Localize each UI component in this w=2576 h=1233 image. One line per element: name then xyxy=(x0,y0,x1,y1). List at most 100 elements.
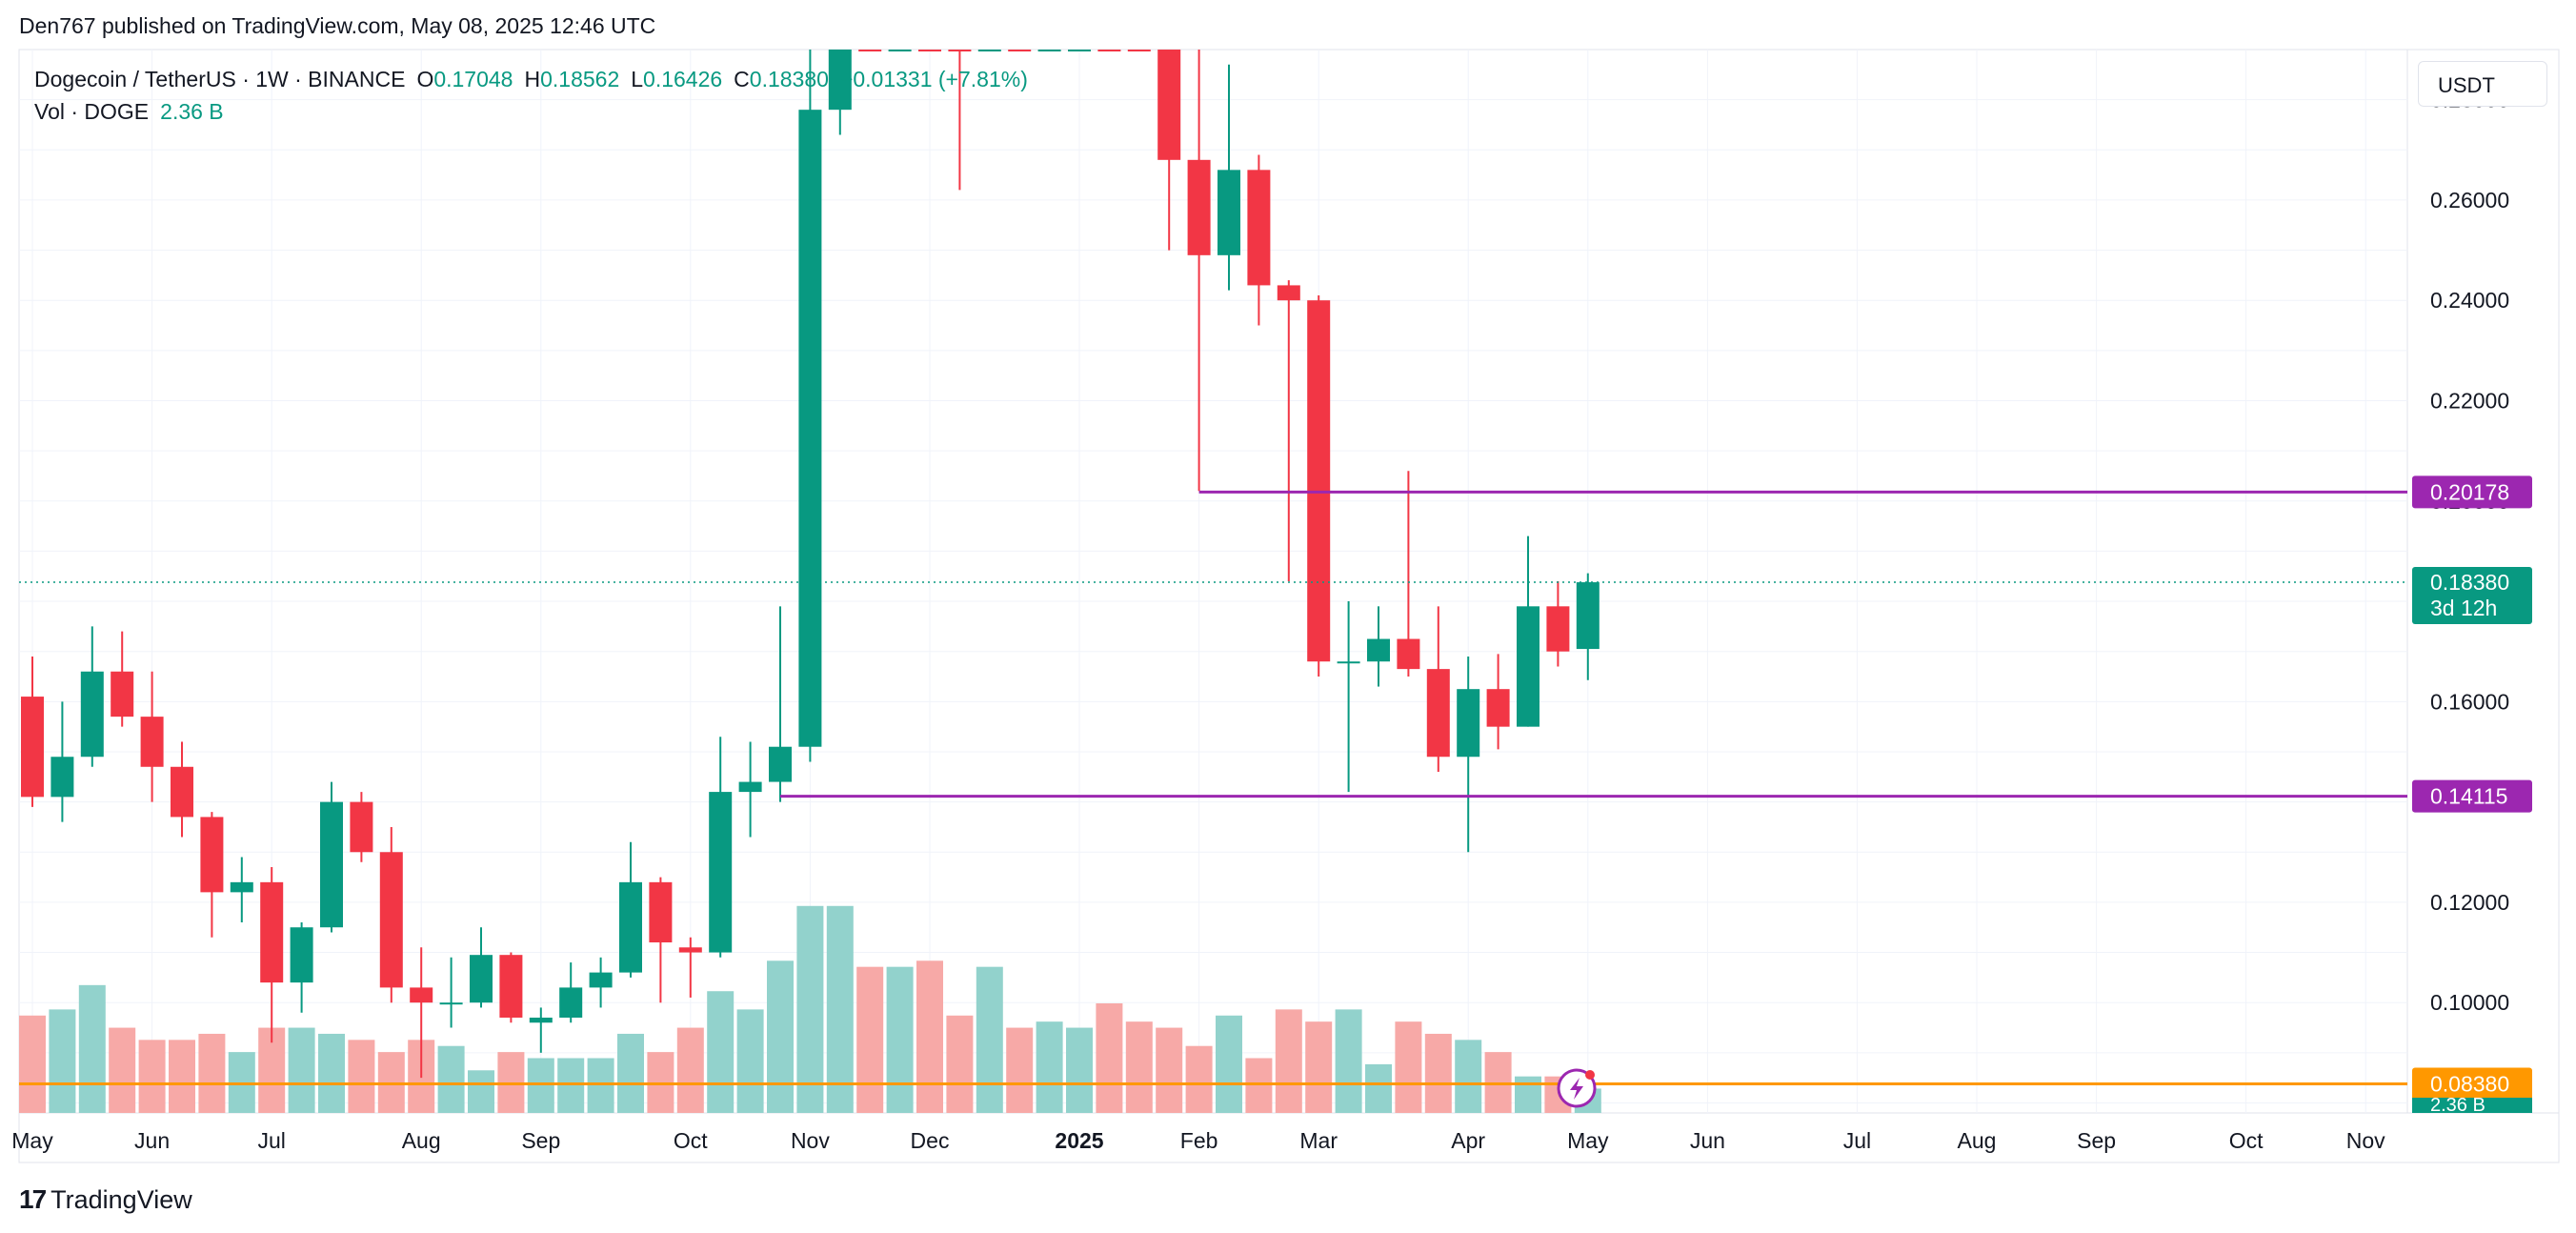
candle-body xyxy=(260,881,284,983)
tradingview-logo[interactable]: 17 TradingView xyxy=(19,1184,192,1215)
price-tick-label: 0.26000 xyxy=(2430,188,2509,212)
time-tick-label: Mar xyxy=(1299,1128,1338,1153)
volume-legend: Vol · DOGE 2.36 B xyxy=(34,99,224,125)
time-tick-label: Sep xyxy=(521,1128,560,1153)
volume-bar xyxy=(826,905,854,1113)
level-price-badge xyxy=(2412,1067,2532,1101)
volume-bar xyxy=(109,1027,136,1113)
volume-bar xyxy=(1275,1009,1302,1113)
volume-bar xyxy=(916,960,943,1113)
open-label: O xyxy=(416,67,434,91)
volume-bar xyxy=(1424,1033,1452,1113)
volume-bar xyxy=(1096,1003,1123,1113)
volume-bar xyxy=(1156,1027,1183,1113)
volume-bar xyxy=(976,966,1003,1113)
volume-bar xyxy=(1185,1045,1213,1113)
candle-body xyxy=(111,671,134,718)
candle-body xyxy=(678,947,702,953)
last-price-badge xyxy=(2412,567,2532,625)
candle-body xyxy=(1277,285,1300,301)
volume-bar xyxy=(1395,1021,1422,1113)
time-tick-label: Aug xyxy=(1958,1128,1997,1153)
volume-bar xyxy=(1125,1021,1153,1113)
ohlc-legend: Dogecoin / TetherUS · 1W · BINANCE O0.170… xyxy=(34,67,1028,92)
time-tick-label: Apr xyxy=(1451,1128,1485,1153)
low-label: L xyxy=(631,67,644,91)
volume-layer xyxy=(19,905,1601,1113)
volume-bar xyxy=(78,984,106,1113)
time-axis: May Jun Jul Aug Sep Oct Nov Dec 2025 Feb Mar Apr May… xyxy=(11,1128,2385,1153)
volume-bar xyxy=(1515,1076,1541,1113)
high-label: H xyxy=(524,67,541,91)
volume-bar xyxy=(1365,1063,1392,1113)
volume-bar xyxy=(1455,1040,1482,1113)
candle-body xyxy=(589,972,613,988)
volume-bar xyxy=(138,1040,166,1113)
candle-body xyxy=(1247,170,1271,286)
volume-badge xyxy=(2412,1098,2532,1113)
candle-body xyxy=(1218,170,1240,255)
volume-bar xyxy=(1335,1009,1362,1113)
time-tick-label: Oct xyxy=(2229,1128,2264,1153)
candle-body xyxy=(171,766,193,818)
candle-body xyxy=(140,717,164,767)
time-tick-label: Oct xyxy=(674,1128,708,1153)
volume-bar xyxy=(19,1015,46,1113)
time-tick-label: 2025 xyxy=(1055,1128,1103,1153)
time-tick-label: Aug xyxy=(402,1128,441,1153)
candle-body xyxy=(1337,661,1360,664)
candle-body xyxy=(858,50,882,51)
price-tick-label: 0.24000 xyxy=(2430,288,2509,313)
candle-body xyxy=(1037,50,1061,51)
candle-body xyxy=(1576,582,1600,650)
candle-body xyxy=(709,792,733,953)
volume-bar xyxy=(198,1033,226,1113)
price-tick-label: 0.10000 xyxy=(2430,990,2509,1015)
candle-body xyxy=(559,987,583,1018)
time-tick-label: Jul xyxy=(1843,1128,1871,1153)
price-tick-label: 0.16000 xyxy=(2430,689,2509,714)
volume-bar xyxy=(49,1009,76,1113)
candle-body xyxy=(529,1017,553,1023)
volume-badge-label: 2.36 B xyxy=(2430,1095,2485,1116)
candle-body xyxy=(350,801,373,853)
candle-body xyxy=(21,697,44,798)
candle-body xyxy=(470,955,493,1003)
volume-bar xyxy=(288,1027,315,1113)
volume-bar xyxy=(676,1027,704,1113)
volume-label[interactable]: Vol · DOGE xyxy=(34,99,150,124)
volume-bar xyxy=(707,991,735,1113)
candle-body xyxy=(499,955,523,1018)
candle-body xyxy=(439,1002,463,1005)
volume-bar xyxy=(557,1058,585,1113)
candle-body xyxy=(50,757,74,798)
level-price-label: 0.08380 xyxy=(2430,1071,2509,1096)
level-price-badge xyxy=(2412,475,2532,509)
candle-body xyxy=(290,927,313,983)
price-tick-label: 0.22000 xyxy=(2430,388,2509,413)
currency-button[interactable]: USDT xyxy=(2418,61,2547,107)
volume-bar xyxy=(736,1009,764,1113)
symbol-label[interactable]: Dogecoin / TetherUS · 1W · BINANCE xyxy=(34,67,406,91)
grid-layer xyxy=(19,50,2407,1113)
candle-body xyxy=(1008,50,1032,51)
level-price-badge xyxy=(2412,779,2532,813)
volume-bar xyxy=(468,1070,494,1113)
candle-body xyxy=(1426,669,1450,758)
replay-icon[interactable] xyxy=(1557,1068,1597,1108)
price-tick-label: 0.12000 xyxy=(2430,890,2509,915)
candle-body xyxy=(828,50,852,111)
brand-name: TradingView xyxy=(50,1185,192,1214)
candle-body xyxy=(1097,50,1121,51)
time-tick-label: May xyxy=(11,1128,53,1153)
bar-countdown-label: 3d 12h xyxy=(2430,596,2497,620)
volume-value: 2.36 B xyxy=(160,99,224,124)
volume-bar xyxy=(796,905,824,1113)
plot-border xyxy=(18,49,2560,1163)
time-tick-label: Sep xyxy=(2077,1128,2116,1153)
time-tick-label: Jun xyxy=(134,1128,170,1153)
candle-body xyxy=(1546,606,1570,652)
candle-body xyxy=(649,881,673,943)
time-tick-label: Nov xyxy=(2346,1128,2385,1153)
